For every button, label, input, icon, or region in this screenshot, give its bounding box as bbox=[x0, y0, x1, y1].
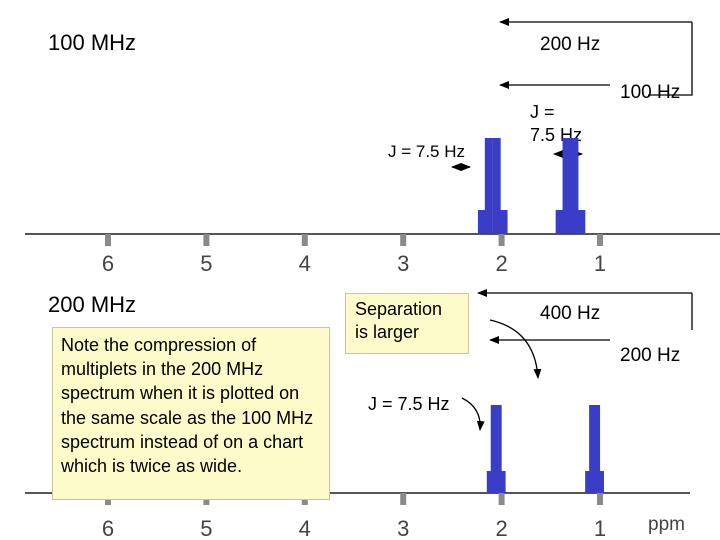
top-coupling-label-right-1: J = bbox=[530, 102, 555, 122]
separation-note: Separation is larger bbox=[345, 293, 469, 354]
bottom-peak-line bbox=[596, 471, 604, 493]
compression-note: Note the compression of multiplets in th… bbox=[52, 327, 330, 500]
top-field-label: 100 MHz bbox=[48, 30, 136, 55]
bottom-peak-line bbox=[493, 405, 502, 493]
top-tick-label: 3 bbox=[397, 251, 409, 276]
bottom-peak-line bbox=[592, 405, 601, 493]
top-peak-line bbox=[562, 138, 571, 234]
top-tick-label: 6 bbox=[102, 251, 114, 276]
bottom-coupling-label: J = 7.5 Hz bbox=[368, 394, 450, 414]
bottom-field-label: 200 MHz bbox=[48, 292, 136, 317]
top-peak-line bbox=[570, 138, 579, 234]
top-peak-line bbox=[555, 210, 564, 234]
top-peak-line bbox=[484, 138, 493, 234]
top-peak-line bbox=[577, 210, 586, 234]
bottom-tick-label: 6 bbox=[102, 516, 114, 540]
top-coupling-label-left: J = 7.5 Hz bbox=[388, 142, 465, 161]
bottom-peak-line bbox=[497, 471, 506, 493]
bottom-tick-label: 2 bbox=[495, 516, 507, 540]
top-multiplet-width-label: 200 Hz bbox=[540, 34, 600, 55]
bottom-tick-label: 3 bbox=[397, 516, 409, 540]
bottom-peaks bbox=[486, 405, 604, 493]
ppm-unit-label: ppm bbox=[648, 514, 685, 535]
top-tick-label: 2 bbox=[495, 251, 507, 276]
top-peaks bbox=[477, 138, 586, 234]
bottom-tick-label: 5 bbox=[200, 516, 212, 540]
bottom-tick-label: 4 bbox=[299, 516, 311, 540]
curved-arrow-icon bbox=[461, 397, 485, 431]
top-multiplet-width-bracket bbox=[648, 22, 693, 96]
bottom-multiplet-width-label: 400 Hz bbox=[540, 303, 600, 324]
top-peak-line bbox=[477, 210, 486, 234]
bottom-tick-label: 1 bbox=[594, 516, 606, 540]
top-axis-ticks: 6 5 4 3 2 1 bbox=[102, 234, 606, 276]
top-tick-label: 4 bbox=[299, 251, 311, 276]
top-tick-label: 5 bbox=[200, 251, 212, 276]
top-peak-line bbox=[492, 138, 501, 234]
bottom-axis-ticks: 6 5 4 3 2 1 bbox=[102, 493, 606, 540]
top-separation-label: 100 Hz bbox=[620, 82, 680, 103]
bottom-separation-label: 200 Hz bbox=[620, 345, 680, 366]
top-tick-label: 1 bbox=[594, 251, 606, 276]
top-spectrum: 100 MHz 200 Hz 100 Hz J = 7.5 Hz J = 7.5… bbox=[25, 18, 720, 276]
top-peak-line bbox=[499, 210, 508, 234]
curved-arrow-icon bbox=[489, 319, 542, 379]
